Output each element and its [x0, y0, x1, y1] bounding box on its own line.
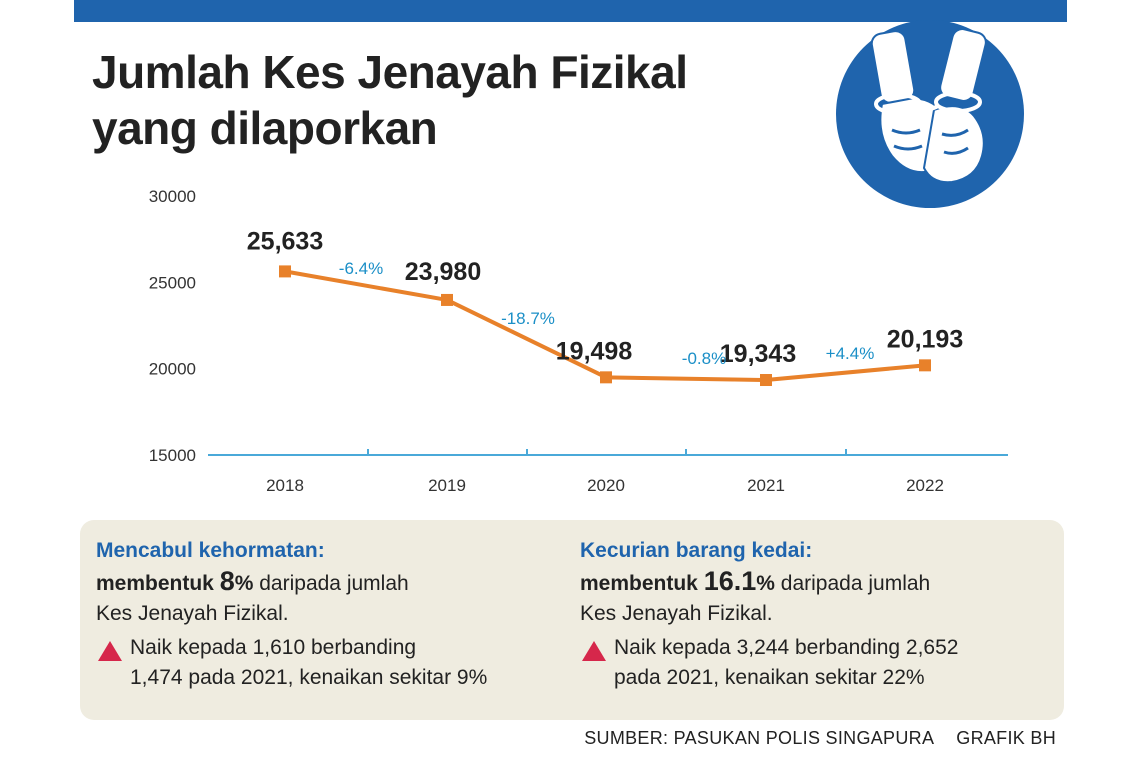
source-credit: SUMBER: PASUKAN POLIS SINGAPURA GRAFIK BH — [584, 728, 1056, 749]
shop-theft-line2: Kes Jenayah Fizikal. — [580, 602, 773, 625]
increase-note-line2: pada 2021, kenaikan sekitar 22% — [614, 666, 925, 689]
data-value-label: 25,633 — [247, 227, 323, 255]
outrage-of-modesty-increase: Naik kepada 1,610 berbanding 1,474 pada … — [96, 633, 566, 693]
percent-change-label: +4.4% — [826, 344, 875, 363]
shop-theft-increase: Naik kepada 3,244 berbanding 2,652 pada … — [580, 633, 1050, 693]
y-tick-label: 25000 — [149, 273, 196, 292]
data-value-label: 19,498 — [556, 337, 633, 365]
increase-note-line1: Naik kepada 1,610 berbanding — [130, 636, 417, 659]
y-tick-label: 30000 — [149, 187, 196, 206]
data-point-marker — [760, 374, 772, 387]
outrage-of-modesty-heading: Mencabul kehormatan: — [96, 539, 325, 562]
graphic-credit: GRAFIK BH — [956, 728, 1056, 748]
percent-change-label: -18.7% — [501, 309, 555, 328]
shop-theft-section: Kecurian barang kedai: membentuk 16.1% d… — [580, 536, 1050, 693]
info-panel: Mencabul kehormatan: membentuk 8% daripa… — [80, 520, 1064, 720]
source-text: SUMBER: PASUKAN POLIS SINGAPURA — [584, 728, 935, 748]
data-value-label: 20,193 — [887, 325, 963, 353]
x-tick-label: 2022 — [906, 476, 944, 495]
outrage-of-modesty-share: membentuk 8% daripada jumlah — [96, 566, 566, 599]
share-rest: daripada jumlah — [253, 572, 409, 595]
data-point-marker — [600, 371, 612, 384]
outrage-of-modesty-line2: Kes Jenayah Fizikal. — [96, 602, 289, 625]
increase-triangle-icon — [582, 641, 606, 661]
share-lead: membentuk — [96, 572, 220, 595]
share-rest: daripada jumlah — [774, 572, 931, 595]
share-percent: 16.1 — [703, 566, 757, 596]
data-value-label: 19,343 — [720, 340, 796, 368]
title-line-2: yang dilaporkan — [92, 102, 438, 154]
share-percent-sign: % — [234, 572, 254, 595]
increase-triangle-icon — [98, 641, 122, 661]
percent-change-label: -0.8% — [682, 349, 726, 368]
x-tick-label: 2020 — [587, 476, 625, 495]
shop-theft-share: membentuk 16.1% daripada jumlah — [580, 566, 1050, 599]
outrage-of-modesty-section: Mencabul kehormatan: membentuk 8% daripa… — [96, 536, 566, 693]
y-tick-label: 20000 — [149, 360, 196, 379]
increase-note-line1: Naik kepada 3,244 berbanding 2,652 — [614, 636, 959, 659]
y-tick-label: 15000 — [149, 446, 196, 465]
data-value-label: 23,980 — [405, 258, 481, 286]
chart-title: Jumlah Kes Jenayah Fizikal yang dilapork… — [92, 44, 688, 156]
data-point-marker — [441, 293, 453, 306]
line-chart: 30000 25000 20000 15000 2018 2019 2020 2021 202… — [149, 187, 1008, 495]
share-lead: membentuk — [580, 572, 704, 595]
shop-theft-heading: Kecurian barang kedai: — [580, 539, 813, 562]
increase-note-line2: 1,474 pada 2021, kenaikan sekitar 9% — [130, 666, 488, 689]
data-point-marker — [919, 359, 931, 372]
title-line-1: Jumlah Kes Jenayah Fizikal — [92, 46, 688, 98]
top-banner-bar — [74, 0, 1067, 22]
x-tick-label: 2018 — [266, 476, 304, 495]
x-tick-label: 2019 — [428, 476, 466, 495]
data-point-marker — [279, 265, 291, 278]
percent-change-label: -6.4% — [339, 259, 383, 278]
x-tick-label: 2021 — [747, 476, 785, 495]
share-percent: 8 — [219, 566, 235, 596]
handcuffed-hands-icon — [836, 20, 1024, 208]
share-percent-sign: % — [756, 572, 775, 595]
